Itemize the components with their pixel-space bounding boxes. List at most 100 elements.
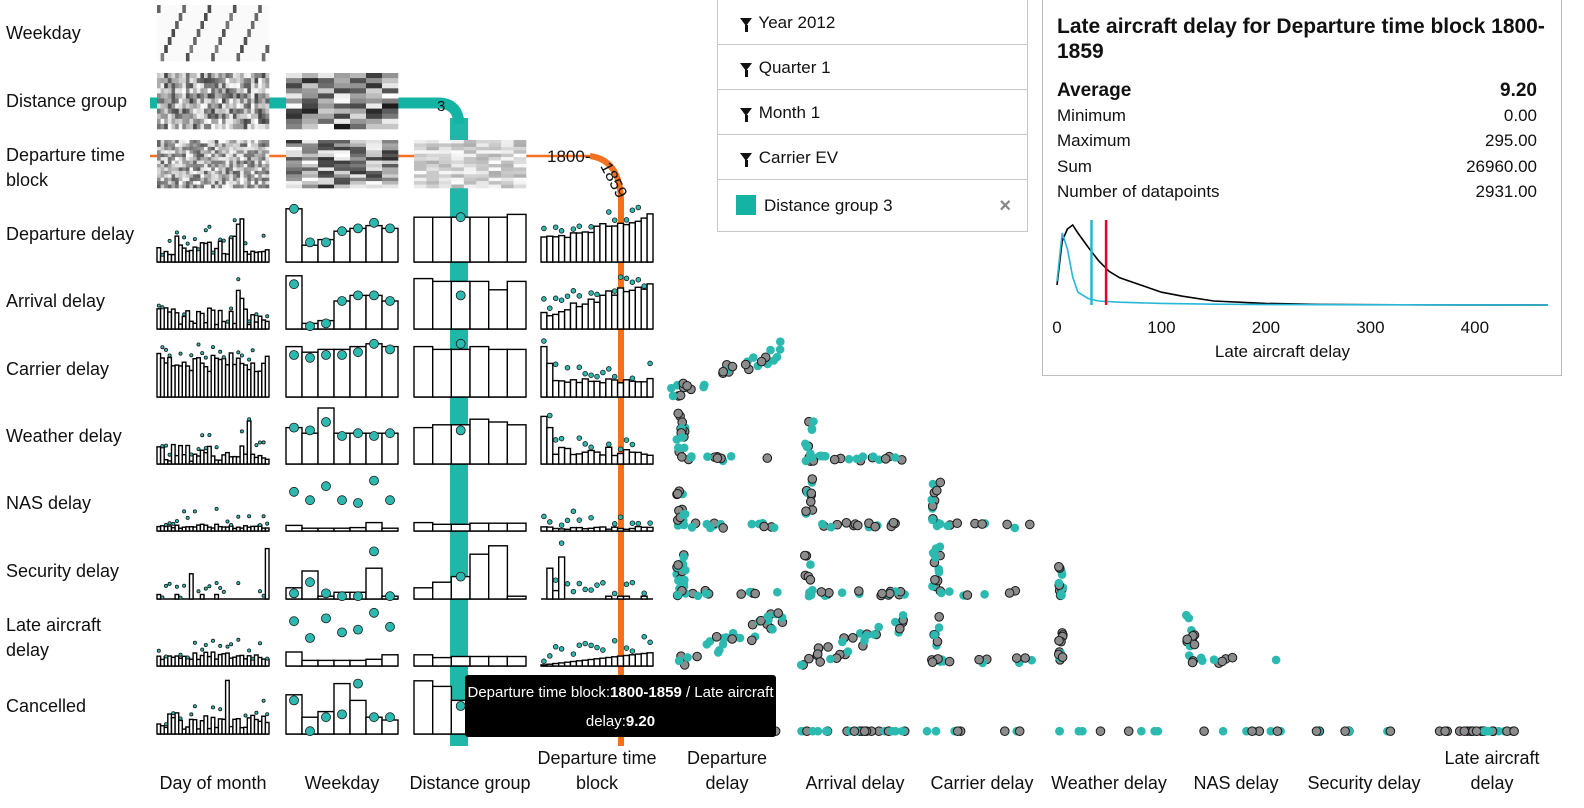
- close-icon[interactable]: ×: [999, 195, 1011, 217]
- heatmap-cell: [250, 103, 255, 109]
- heatmap-cell: [218, 108, 223, 114]
- heatmap-cell: [193, 177, 197, 182]
- bar: [593, 380, 601, 398]
- row-label-departure-delay: Departure delay: [6, 222, 146, 247]
- filter-month[interactable]: Month 1: [717, 90, 1028, 135]
- heatmap-cell: [286, 143, 303, 148]
- heatmap-cell: [196, 146, 201, 151]
- bar: [575, 526, 584, 532]
- heatmap-cell: [185, 167, 190, 172]
- highlight-dot: [594, 644, 600, 651]
- heatmap-cell: [236, 103, 241, 109]
- bar: [206, 445, 212, 465]
- heatmap-cell: [214, 164, 219, 168]
- bar: [599, 657, 607, 667]
- tooltip-prefix: Departure time block:: [467, 684, 611, 701]
- heatmap-cell: [160, 88, 165, 94]
- heatmap-cell: [196, 153, 201, 158]
- heatmap-cell: [211, 181, 216, 185]
- heatmap-cell: [236, 160, 241, 165]
- heatmap-cell: [218, 5, 223, 14]
- heatmap-cell: [366, 140, 383, 144]
- heatmap-cell: [200, 93, 205, 99]
- highlight-dot: [635, 204, 642, 211]
- bar: [264, 249, 270, 263]
- bar: [628, 380, 637, 398]
- stat-value: 295.00: [1485, 131, 1537, 150]
- heatmap-cell: [261, 103, 266, 109]
- bar: [432, 216, 453, 263]
- bar: [214, 593, 220, 600]
- bar: [634, 381, 642, 398]
- filter-carrier[interactable]: Carrier EV: [717, 135, 1028, 180]
- heatmap-cell: [189, 167, 194, 172]
- heatmap-cell: [258, 88, 263, 94]
- highlight-dot: [321, 588, 331, 599]
- heatmap-cell: [229, 160, 234, 165]
- heatmap-cell: [250, 78, 255, 84]
- highlight-dot: [203, 355, 208, 360]
- heatmap-cell: [243, 113, 248, 120]
- heatmap-cell: [240, 140, 244, 144]
- heatmap-cell: [382, 83, 399, 89]
- bar: [611, 225, 619, 263]
- heatmap-cell: [196, 167, 201, 172]
- heatmap-cell: [204, 157, 208, 161]
- heatmap-cell: [157, 73, 161, 79]
- column-label-line: Day of month: [159, 773, 267, 793]
- heatmap-cell: [513, 143, 527, 148]
- heatmap-cell: [193, 37, 197, 46]
- selection-distance-group[interactable]: Distance group 3 ×: [717, 180, 1028, 232]
- heatmap-cell: [196, 113, 201, 120]
- highlight-dot: [167, 581, 172, 586]
- heatmap-cell: [318, 113, 335, 120]
- heatmap-cell: [196, 53, 201, 62]
- heatmap-cell: [261, 93, 266, 99]
- filter-year[interactable]: Year 2012: [717, 0, 1028, 45]
- heatmap-cell: [240, 160, 244, 165]
- bar: [540, 415, 548, 465]
- heatmap-cell: [164, 181, 169, 185]
- heatmap-cell: [178, 164, 183, 168]
- heatmap-cell: [182, 177, 187, 182]
- bar-cell-day-of-month: [156, 218, 270, 263]
- highlight-dot: [623, 217, 630, 223]
- heatmap-cell: [463, 170, 477, 175]
- bar: [349, 294, 367, 330]
- heatmap-cell: [200, 181, 205, 185]
- data-point: [672, 489, 683, 499]
- heatmap-cell: [185, 13, 190, 22]
- heatmap-cell: [488, 164, 502, 168]
- highlight-dot: [163, 443, 168, 448]
- highlight-point: [1054, 578, 1064, 588]
- bar: [558, 662, 566, 667]
- heatmap-cell: [240, 88, 244, 94]
- bar: [264, 320, 270, 330]
- highlight-dot: [236, 350, 241, 355]
- highlight-point: [806, 560, 815, 569]
- data-point: [895, 623, 905, 634]
- heatmap-cell: [204, 150, 208, 154]
- bar: [605, 528, 613, 532]
- heatmap-cell: [366, 73, 383, 79]
- heatmap-cell: [175, 146, 179, 151]
- data-point: [1459, 726, 1470, 737]
- heatmap-cell: [247, 174, 252, 178]
- heatmap-cell: [229, 140, 234, 144]
- data-point: [880, 454, 891, 464]
- heatmap-cell: [164, 88, 169, 94]
- heatmap-cell: [214, 83, 219, 89]
- heatmap-cell: [318, 181, 335, 185]
- filter-quarter[interactable]: Quarter 1: [717, 45, 1028, 90]
- heatmap-cell: [157, 177, 161, 182]
- heatmap-cell: [178, 118, 183, 125]
- heatmap-cell: [302, 150, 319, 154]
- heatmap-cell: [200, 123, 205, 130]
- highlight-dot: [369, 431, 379, 441]
- heatmap-cell: [258, 21, 263, 30]
- highlight-dot: [254, 443, 259, 448]
- heatmap-cell: [254, 170, 259, 175]
- bar: [242, 308, 248, 330]
- heatmap-cell: [286, 177, 303, 182]
- highlight-point: [868, 452, 878, 462]
